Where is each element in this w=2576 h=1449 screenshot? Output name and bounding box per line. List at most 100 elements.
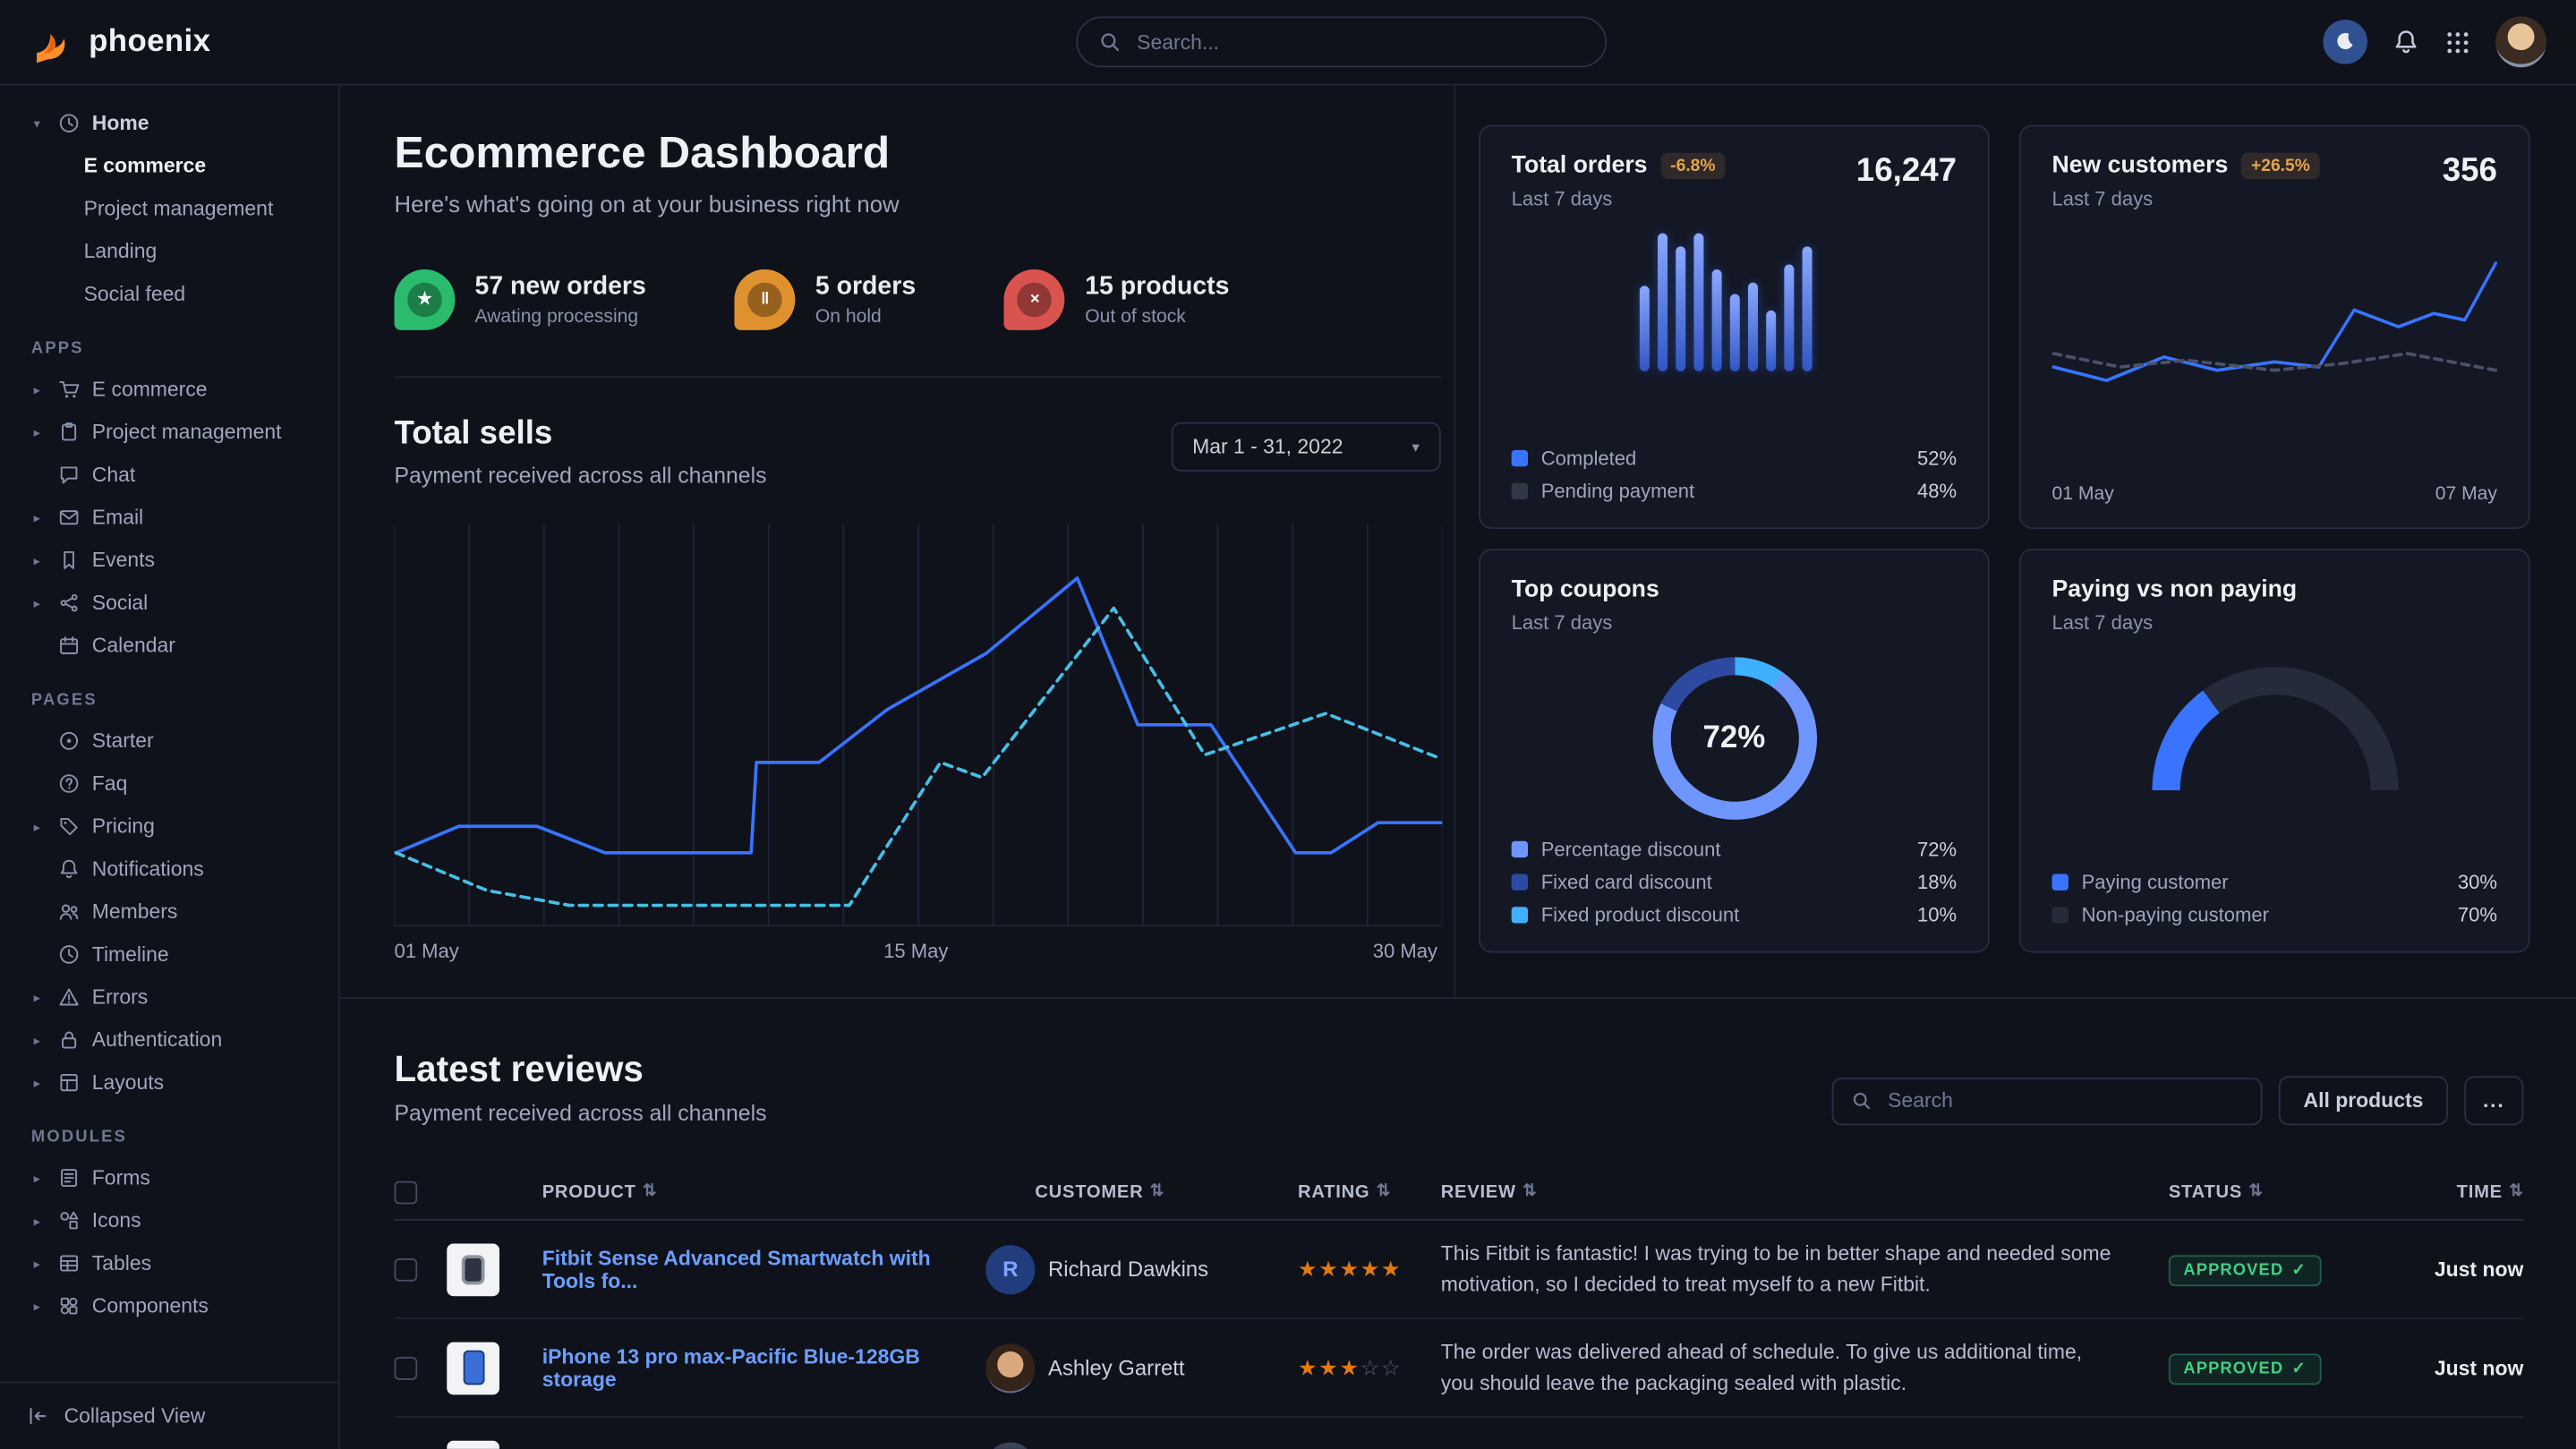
- sort-icon[interactable]: ⇅: [2248, 1183, 2263, 1201]
- column-header-time[interactable]: TIME: [2457, 1182, 2503, 1202]
- product-link[interactable]: Fitbit Sense Advanced Smartwatch with To…: [542, 1246, 973, 1291]
- sidebar-item-events[interactable]: ▸ Events: [16, 539, 328, 582]
- paying-gauge-chart: [2152, 667, 2398, 795]
- total-sells-subtitle: Payment received across all channels: [395, 464, 767, 489]
- sort-icon[interactable]: ⇅: [1377, 1183, 1391, 1201]
- sidebar-item-calendar[interactable]: Calendar: [16, 624, 328, 667]
- sort-icon[interactable]: ⇅: [1523, 1183, 1537, 1201]
- theme-toggle-button[interactable]: [2323, 20, 2367, 64]
- sidebar-item-timeline[interactable]: Timeline: [16, 933, 328, 976]
- kpi-cards: Total orders -6.8% Last 7 days 16,247 Co…: [1455, 85, 2576, 997]
- reviews-search[interactable]: [1832, 1077, 2263, 1124]
- sidebar-item-social[interactable]: ▸ Social: [16, 582, 328, 625]
- collapse-sidebar-button[interactable]: Collapsed View: [0, 1382, 338, 1449]
- sidebar-item-project-management-app[interactable]: ▸ Project management: [16, 411, 328, 454]
- review-time: Just now: [2391, 1356, 2524, 1379]
- sidebar-item-project-management-dashboard[interactable]: Project management: [16, 187, 328, 230]
- sidebar-item-chat[interactable]: Chat: [16, 454, 328, 497]
- more-options-button[interactable]: ...: [2464, 1076, 2523, 1125]
- share-icon: [55, 591, 81, 616]
- legend-item: Non-paying customer 70%: [2052, 902, 2497, 928]
- sidebar-item-authentication[interactable]: ▸ Authentication: [16, 1019, 328, 1061]
- legend-swatch: [1512, 483, 1528, 499]
- sidebar-item-members[interactable]: Members: [16, 891, 328, 933]
- date-range-select[interactable]: Mar 1 - 31, 2022 ▾: [1171, 422, 1440, 472]
- sort-icon[interactable]: ⇅: [2509, 1183, 2523, 1201]
- sidebar-item-layouts[interactable]: ▸ Layouts: [16, 1061, 328, 1104]
- reviews-search-input[interactable]: [1884, 1087, 2242, 1113]
- legend-swatch: [1512, 907, 1528, 923]
- check-icon: ✓: [2291, 1360, 2306, 1377]
- sidebar-item-ecommerce-app[interactable]: ▸ E commerce: [16, 368, 328, 411]
- sidebar-item-label: Social feed: [84, 283, 186, 306]
- customer-cell[interactable]: R Richard Dawkins: [973, 1244, 1298, 1293]
- sidebar-item-label: Faq: [92, 772, 128, 796]
- apps-grid-icon[interactable]: [2444, 29, 2470, 55]
- chevron-right-icon: ▸: [30, 1075, 45, 1090]
- card-period: Last 7 days: [2052, 187, 2320, 210]
- sidebar-item-faq[interactable]: Faq: [16, 763, 328, 805]
- column-header-rating[interactable]: RATING: [1298, 1182, 1369, 1202]
- legend-swatch: [2052, 874, 2068, 890]
- global-search[interactable]: [1076, 16, 1607, 67]
- sidebar-section-apps: APPS: [31, 340, 328, 358]
- collapse-label: Collapsed View: [64, 1404, 206, 1428]
- sidebar-item-landing[interactable]: Landing: [16, 230, 328, 273]
- sidebar-item-label: Project management: [84, 197, 274, 220]
- row-checkbox[interactable]: [395, 1257, 418, 1281]
- sidebar-item-notifications[interactable]: Notifications: [16, 848, 328, 891]
- sidebar-item-errors[interactable]: ▸ Errors: [16, 976, 328, 1019]
- stat-value: 57 new orders: [474, 273, 645, 303]
- sidebar-item-pricing[interactable]: ▸ Pricing: [16, 805, 328, 848]
- status-badge: APPROVED✓: [2169, 1254, 2322, 1285]
- sidebar-item-ecommerce-dashboard[interactable]: E commerce: [16, 145, 328, 188]
- chevron-right-icon: ▸: [30, 1256, 45, 1271]
- sort-icon[interactable]: ⇅: [643, 1183, 657, 1201]
- card-title: Total orders: [1512, 153, 1648, 179]
- moon-icon: [2334, 31, 2356, 53]
- sidebar-item-starter[interactable]: Starter: [16, 720, 328, 763]
- sidebar-item-components[interactable]: ▸ Components: [16, 1284, 328, 1327]
- column-header-status[interactable]: STATUS: [2169, 1182, 2242, 1202]
- sidebar-item-email[interactable]: ▸ Email: [16, 496, 328, 539]
- chevron-right-icon: ▸: [30, 990, 45, 1005]
- sort-icon[interactable]: ⇅: [1150, 1183, 1164, 1201]
- all-products-button[interactable]: All products: [2279, 1076, 2448, 1125]
- table-row: iPhone 13 pro max-Pacific Blue-128GB sto…: [395, 1319, 2524, 1418]
- latest-reviews-section: Latest reviews Payment received across a…: [340, 997, 2576, 1449]
- notifications-bell-icon[interactable]: [2392, 28, 2419, 55]
- sidebar-item-tables[interactable]: ▸ Tables: [16, 1242, 328, 1285]
- x-axis-tick: 15 May: [883, 940, 948, 963]
- circle-dot-icon: [55, 729, 81, 754]
- sidebar-item-forms[interactable]: ▸ Forms: [16, 1156, 328, 1199]
- sidebar-item-icons[interactable]: ▸ Icons: [16, 1199, 328, 1242]
- table-row-partial: [395, 1418, 2524, 1449]
- stat-orders-on-hold: ‖ 5 orders On hold: [735, 269, 916, 330]
- divider: [395, 376, 1441, 378]
- clock-icon: [55, 942, 81, 967]
- chevron-right-icon: ▸: [30, 553, 45, 568]
- stat-caption: On hold: [815, 307, 916, 327]
- total-orders-value: 16,247: [1856, 153, 1957, 191]
- customer-cell[interactable]: Ashley Garrett: [973, 1343, 1298, 1393]
- column-header-product[interactable]: PRODUCT: [542, 1182, 636, 1202]
- bar: [1639, 286, 1649, 371]
- sidebar-item-label: Forms: [92, 1166, 150, 1189]
- user-avatar[interactable]: [2495, 16, 2546, 67]
- chat-icon: [55, 463, 81, 488]
- total-sells-chart: 01 May 15 May 30 May: [395, 524, 1441, 963]
- select-all-checkbox[interactable]: [395, 1181, 418, 1204]
- card-period: Last 7 days: [1512, 611, 1659, 635]
- column-header-customer[interactable]: CUSTOMER: [1035, 1182, 1143, 1202]
- sidebar-item-home[interactable]: ▾ Home: [16, 102, 328, 145]
- sidebar-item-social-feed[interactable]: Social feed: [16, 273, 328, 316]
- card-title: New customers: [2052, 153, 2229, 179]
- product-thumbnail: [447, 1243, 499, 1296]
- new-customers-card: New customers +26.5% Last 7 days 356 01 …: [2019, 124, 2530, 529]
- row-checkbox[interactable]: [395, 1356, 418, 1379]
- search-input[interactable]: [1133, 29, 1583, 55]
- brand[interactable]: phoenix: [30, 19, 210, 64]
- column-header-review[interactable]: REVIEW: [1441, 1182, 1516, 1202]
- product-link[interactable]: iPhone 13 pro max-Pacific Blue-128GB sto…: [542, 1344, 973, 1390]
- date-range-value: Mar 1 - 31, 2022: [1192, 435, 1343, 458]
